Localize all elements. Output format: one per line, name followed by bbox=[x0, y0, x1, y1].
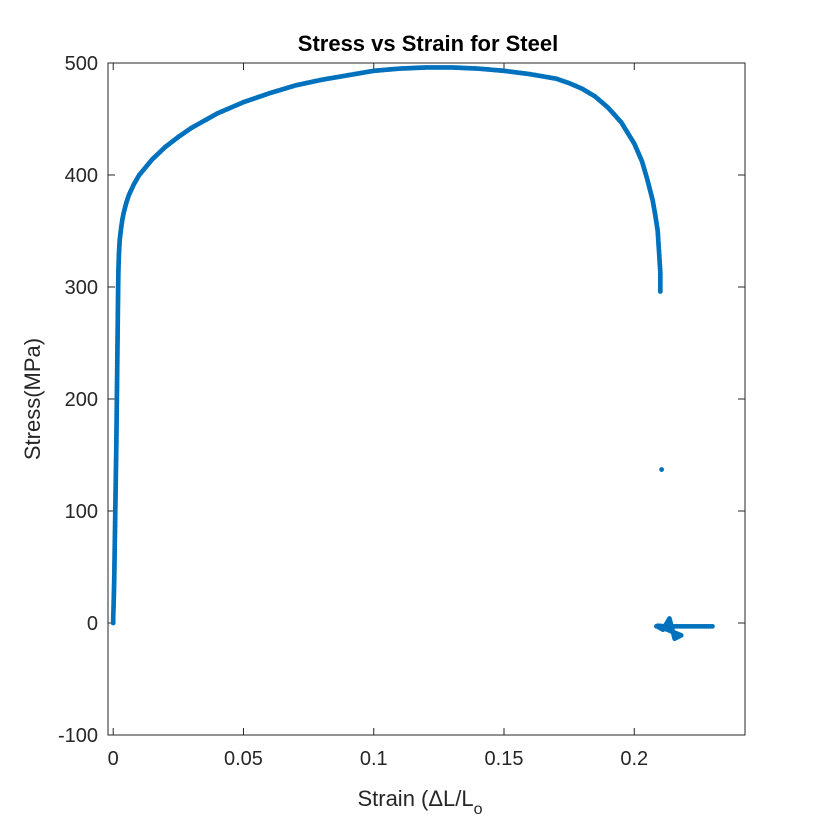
x-tick-label: 0.2 bbox=[620, 748, 648, 770]
y-tick-label: 500 bbox=[65, 53, 98, 75]
x-axis-label-main: Strain (ΔL/L bbox=[357, 786, 473, 811]
y-tick-label: 0 bbox=[87, 613, 98, 635]
data-point bbox=[657, 289, 663, 294]
x-tick-label: 0.15 bbox=[485, 748, 524, 770]
x-axis-ticks: 0 0.05 0.1 0.15 0.2 bbox=[108, 63, 648, 770]
y-tick-label: -100 bbox=[58, 725, 98, 747]
plot-area bbox=[107, 62, 746, 736]
y-tick-label: 200 bbox=[65, 389, 98, 411]
x-axis-label-subscript: o bbox=[474, 801, 483, 818]
chart-title: Stress vs Strain for Steel bbox=[298, 31, 558, 56]
y-tick-label: 400 bbox=[65, 165, 98, 187]
y-axis-ticks: -100 0 100 200 300 400 500 bbox=[58, 53, 745, 747]
data-point bbox=[710, 623, 715, 629]
y-tick-label: 100 bbox=[65, 501, 98, 523]
y-axis-label: Stress(MPa) bbox=[20, 338, 45, 460]
data-point bbox=[659, 467, 665, 472]
data-series bbox=[110, 65, 715, 642]
x-tick-label: 0 bbox=[108, 748, 119, 770]
y-tick-label: 300 bbox=[65, 277, 98, 299]
x-axis-label: Strain (ΔL/Lo bbox=[357, 786, 482, 818]
x-tick-label: 0.1 bbox=[360, 748, 388, 770]
x-tick-label: 0.05 bbox=[224, 748, 263, 770]
